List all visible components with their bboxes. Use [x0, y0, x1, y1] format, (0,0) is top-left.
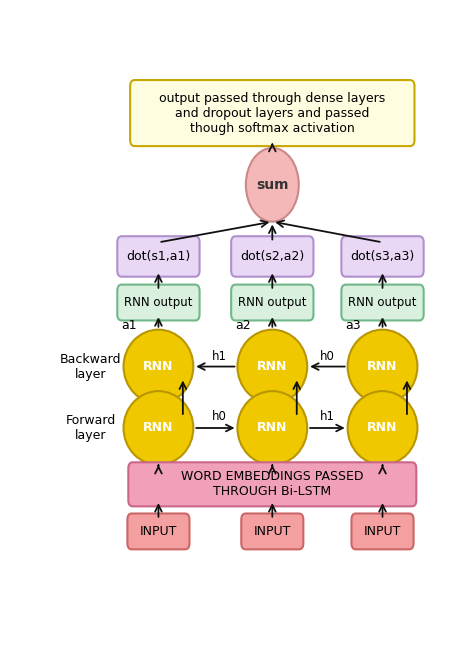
FancyBboxPatch shape [241, 513, 303, 549]
Text: INPUT: INPUT [140, 525, 177, 538]
Text: RNN: RNN [143, 360, 173, 373]
Text: h1: h1 [320, 410, 335, 423]
FancyBboxPatch shape [341, 285, 424, 321]
FancyBboxPatch shape [231, 236, 313, 277]
Ellipse shape [347, 391, 418, 465]
Text: output passed through dense layers
and dropout layers and passed
though softmax : output passed through dense layers and d… [159, 92, 385, 134]
Text: Backward
layer: Backward layer [60, 352, 121, 380]
FancyBboxPatch shape [130, 80, 414, 146]
FancyBboxPatch shape [128, 462, 416, 506]
Text: dot(s3,a3): dot(s3,a3) [350, 250, 415, 263]
Text: RNN: RNN [257, 422, 288, 434]
FancyBboxPatch shape [352, 513, 413, 549]
Text: a1: a1 [121, 319, 137, 332]
Text: dot(s1,a1): dot(s1,a1) [126, 250, 191, 263]
Text: RNN output: RNN output [238, 296, 307, 309]
Ellipse shape [237, 391, 307, 465]
Text: h0: h0 [211, 410, 227, 423]
Text: INPUT: INPUT [254, 525, 291, 538]
Text: INPUT: INPUT [364, 525, 401, 538]
FancyBboxPatch shape [128, 513, 190, 549]
Text: RNN output: RNN output [348, 296, 417, 309]
Ellipse shape [347, 330, 418, 404]
Text: RNN output: RNN output [124, 296, 193, 309]
Text: a2: a2 [235, 319, 251, 332]
Ellipse shape [124, 391, 193, 465]
Text: RNN: RNN [143, 422, 173, 434]
FancyBboxPatch shape [117, 236, 200, 277]
Text: a3: a3 [346, 319, 361, 332]
Text: RNN: RNN [367, 360, 398, 373]
FancyBboxPatch shape [117, 285, 200, 321]
Ellipse shape [124, 330, 193, 404]
Ellipse shape [237, 330, 307, 404]
Text: h0: h0 [320, 350, 335, 363]
Text: WORD EMBEDDINGS PASSED
THROUGH Bi-LSTM: WORD EMBEDDINGS PASSED THROUGH Bi-LSTM [181, 470, 364, 498]
Text: RNN: RNN [257, 360, 288, 373]
Text: sum: sum [256, 178, 289, 192]
Text: dot(s2,a2): dot(s2,a2) [240, 250, 304, 263]
Text: Forward
layer: Forward layer [65, 414, 116, 442]
Text: h1: h1 [211, 350, 227, 363]
Ellipse shape [246, 148, 299, 221]
Text: RNN: RNN [367, 422, 398, 434]
FancyBboxPatch shape [341, 236, 424, 277]
FancyBboxPatch shape [231, 285, 313, 321]
